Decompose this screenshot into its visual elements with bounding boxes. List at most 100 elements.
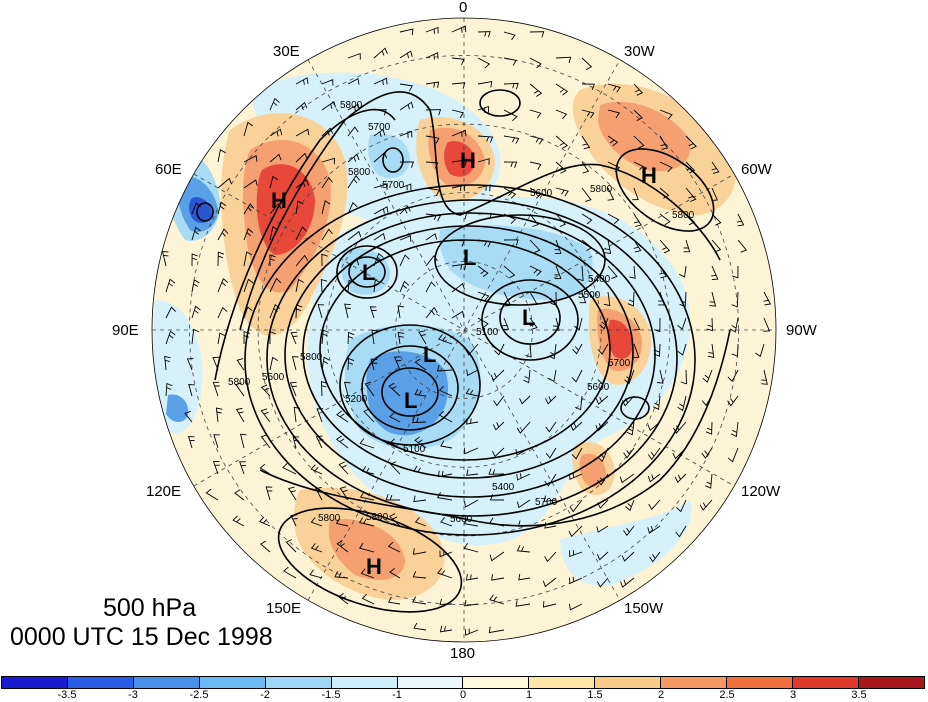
wind-barb (347, 230, 362, 241)
wind-barb (439, 598, 453, 606)
wind-barb (243, 330, 250, 345)
wind-barb (489, 517, 505, 527)
wind-barb (624, 369, 635, 385)
wind-barb (517, 520, 531, 527)
wind-barb (164, 355, 171, 371)
wind-barb (492, 421, 505, 431)
wind-barb (633, 135, 645, 149)
contour-label: 5700 (608, 358, 631, 369)
wind-barb (503, 291, 512, 307)
wind-barb (465, 343, 479, 356)
wind-barb (295, 200, 304, 215)
contour-label: 5800 (340, 100, 363, 111)
wind-barb (451, 212, 468, 220)
wind-barb (677, 317, 687, 330)
wind-barb (399, 254, 410, 267)
wind-barb (647, 473, 661, 483)
wind-barb (397, 331, 405, 345)
wind-barb (400, 161, 415, 168)
contour-line (277, 507, 463, 613)
wind-barb (269, 153, 282, 163)
contour-line (615, 148, 715, 232)
wind-barb (621, 551, 635, 562)
wind-barb (373, 151, 388, 163)
wind-barb (548, 369, 557, 383)
wind-barb (529, 265, 542, 277)
wind-barb (387, 541, 401, 553)
wind-barb (581, 213, 593, 225)
wind-barb (425, 52, 439, 60)
wind-barb (295, 254, 309, 267)
wind-barb (239, 461, 246, 475)
wind-barb (596, 577, 609, 588)
colorbar-tick-label: 2 (657, 689, 665, 701)
wind-barb (711, 213, 722, 226)
wind-barb (320, 278, 328, 293)
wind-barb (463, 518, 479, 527)
wind-barb (597, 369, 609, 385)
wind-barb (438, 410, 453, 423)
wind-barb (418, 330, 427, 345)
wind-barb (544, 473, 557, 487)
wind-barb (503, 161, 518, 168)
wind-barb (597, 447, 609, 463)
wind-barb (623, 447, 635, 459)
wind-barb (572, 343, 583, 355)
contour-label: 5800 (348, 167, 371, 178)
wind-barb (347, 103, 360, 112)
low-center-label: L (423, 342, 436, 367)
wind-barb (451, 263, 467, 271)
wind-barb (336, 540, 349, 553)
contour-label: 5700 (368, 122, 391, 133)
wind-barb (358, 517, 375, 527)
wind-barb (466, 369, 479, 377)
wind-barb (370, 358, 378, 371)
longitude-label-90e: 90E (112, 322, 139, 339)
wind-barb (503, 187, 517, 199)
wind-barb (737, 239, 748, 253)
wind-barb (369, 306, 377, 319)
high-center-label: H (460, 148, 476, 173)
wind-barb (569, 550, 583, 558)
contour-label: 5500 (262, 372, 285, 383)
wind-barb (389, 461, 401, 475)
wind-barb (425, 281, 436, 293)
wind-barb (627, 291, 635, 307)
contour-label: 5600 (530, 188, 553, 199)
wind-barb (633, 213, 642, 227)
wind-barb (570, 421, 583, 431)
wind-barb (503, 239, 519, 246)
wind-barb (234, 489, 245, 501)
wind-barb (399, 130, 413, 138)
wind-barb (673, 421, 687, 434)
longitude-label-180: 180 (450, 645, 475, 662)
wind-barb (399, 183, 412, 191)
colorbar-tick-label: -3 (128, 689, 138, 701)
wind-barb (321, 200, 331, 215)
wind-barb (359, 438, 375, 449)
wind-barb (633, 161, 648, 173)
wind-barb (259, 463, 271, 475)
wind-barb (240, 433, 247, 449)
wind-barb (321, 79, 334, 86)
wind-barb (550, 291, 557, 306)
high-center-label: H (366, 554, 382, 579)
wind-barb (569, 603, 583, 611)
wind-barb (295, 152, 308, 163)
wind-barb (659, 161, 673, 173)
contour-label: 5700 (382, 180, 405, 191)
wind-barb (269, 277, 282, 293)
wind-barb (488, 626, 505, 634)
wind-barb (339, 486, 349, 501)
wind-barb (581, 161, 590, 174)
colorbar-tick-label: -1.5 (321, 689, 341, 701)
wind-barb (571, 369, 583, 383)
wind-barb (425, 135, 440, 144)
colorbar-segment (397, 677, 464, 688)
longitude-label-90w: 90W (786, 322, 818, 339)
contour-label: 5800 (300, 352, 323, 363)
wind-barb (414, 436, 427, 449)
wind-barb (344, 381, 351, 397)
wind-barb (731, 343, 739, 357)
anomaly-positive-mid (328, 519, 405, 580)
